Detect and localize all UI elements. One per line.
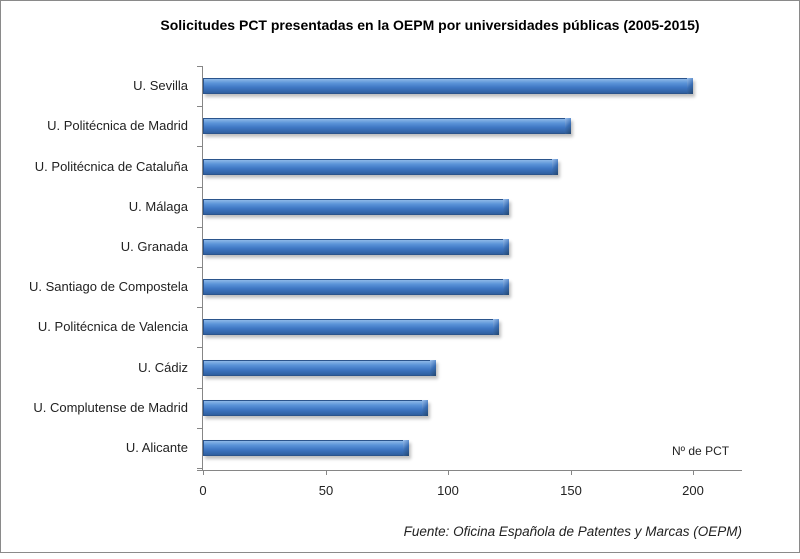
y-axis-tick <box>197 267 202 268</box>
y-axis-tick <box>197 227 202 228</box>
category-label: U. Cádiz <box>138 360 188 375</box>
y-axis-tick <box>197 388 202 389</box>
category-label: U. Sevilla <box>133 78 188 93</box>
bar <box>203 279 509 295</box>
y-axis-tick <box>197 468 202 469</box>
y-axis <box>202 66 203 470</box>
y-axis-tick <box>197 428 202 429</box>
y-axis-tick <box>197 146 202 147</box>
source-note: Fuente: Oficina Española de Patentes y M… <box>403 524 742 539</box>
y-axis-tick <box>197 106 202 107</box>
bar <box>203 400 428 416</box>
category-label: U. Málaga <box>128 199 188 214</box>
category-label: U. Politécnica de Valencia <box>37 319 188 334</box>
x-axis-tick <box>326 470 327 475</box>
bar <box>203 319 499 335</box>
bar <box>203 239 509 255</box>
bar <box>203 199 509 215</box>
x-tick-label: 200 <box>682 483 704 498</box>
x-tick-label: 0 <box>199 483 207 498</box>
bar <box>203 78 693 94</box>
bar <box>203 440 409 456</box>
category-label: U. Politécnica de Madrid <box>47 118 188 133</box>
category-label: U. Alicante <box>125 440 188 455</box>
bar <box>203 159 558 175</box>
x-tick-label: 150 <box>560 483 582 498</box>
chart-title: Solicitudes PCT presentadas en la OEPM p… <box>160 17 700 33</box>
category-label: U. Santiago de Compostela <box>29 279 188 294</box>
y-axis-tick <box>197 347 202 348</box>
x-axis-tick <box>693 470 694 475</box>
x-axis <box>197 470 742 471</box>
x-tick-label: 100 <box>437 483 459 498</box>
y-axis-tick <box>197 66 202 67</box>
category-label: U. Granada <box>120 239 188 254</box>
x-axis-tick <box>203 470 204 475</box>
bar <box>203 118 571 134</box>
bar <box>203 360 436 376</box>
x-axis-unit-label: Nº de PCT <box>672 444 730 458</box>
category-label: U. Politécnica de Cataluña <box>34 159 188 174</box>
x-axis-tick <box>448 470 449 475</box>
x-axis-tick <box>571 470 572 475</box>
x-tick-label: 50 <box>318 483 334 498</box>
y-axis-tick <box>197 187 202 188</box>
y-axis-tick <box>197 307 202 308</box>
category-label: U. Complutense de Madrid <box>33 400 188 415</box>
